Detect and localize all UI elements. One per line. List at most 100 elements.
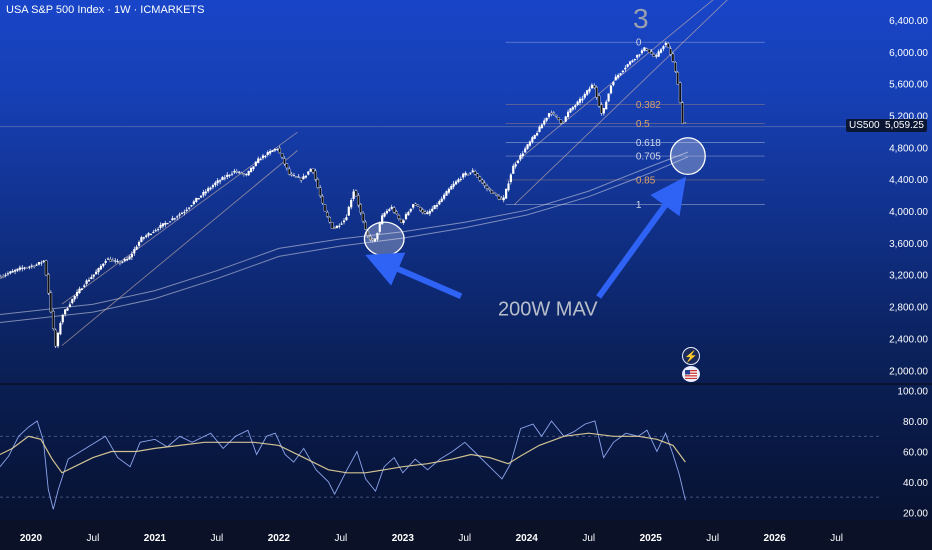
trend-channel-line bbox=[61, 150, 298, 346]
price-tick-label: 2,000.00 bbox=[889, 366, 928, 377]
candle-body bbox=[192, 201, 195, 205]
candle-body bbox=[607, 93, 610, 102]
candle-body bbox=[447, 188, 451, 193]
candle-body bbox=[443, 194, 446, 199]
candle-body bbox=[354, 190, 358, 197]
time-tick-label: Jul bbox=[706, 533, 719, 544]
candle-body bbox=[233, 170, 236, 173]
candle-body bbox=[666, 43, 670, 48]
candle-body bbox=[14, 270, 17, 272]
candle-body bbox=[392, 207, 396, 213]
candle-body bbox=[25, 267, 29, 269]
candle-body bbox=[140, 237, 143, 242]
time-axis-background bbox=[0, 520, 932, 550]
candle-body bbox=[73, 295, 76, 300]
candle-body bbox=[469, 172, 472, 174]
candle-body bbox=[333, 227, 336, 229]
candle-body bbox=[64, 309, 67, 315]
candle-body bbox=[545, 117, 548, 121]
candle-body bbox=[9, 271, 12, 274]
candle-body bbox=[197, 198, 200, 200]
fib-label: 0.5 bbox=[636, 119, 650, 130]
oscillator-line bbox=[0, 420, 686, 510]
candle-body bbox=[631, 60, 634, 63]
candle-body bbox=[428, 210, 431, 214]
us-flag-icon[interactable] bbox=[682, 366, 700, 382]
fib-label: 1 bbox=[636, 200, 642, 211]
fib-label: 0 bbox=[636, 38, 642, 49]
candle-body bbox=[524, 148, 527, 153]
candle-body bbox=[459, 178, 462, 180]
candle-body bbox=[40, 262, 43, 264]
candle-body bbox=[647, 48, 651, 53]
candle-body bbox=[571, 107, 574, 110]
candle-body bbox=[473, 171, 477, 175]
candle-body bbox=[285, 163, 289, 169]
candle-body bbox=[123, 259, 126, 262]
candle-body bbox=[330, 222, 334, 229]
candle-body bbox=[95, 271, 98, 275]
candle-body bbox=[531, 137, 534, 143]
time-tick-label: Jul bbox=[87, 533, 100, 544]
candle-body bbox=[271, 150, 274, 152]
price-tick-label: 5,200.00 bbox=[889, 111, 928, 122]
candle-body bbox=[71, 298, 74, 304]
candle-body bbox=[61, 314, 64, 323]
candle-body bbox=[307, 171, 310, 175]
price-tick-label: 6,400.00 bbox=[889, 16, 928, 27]
candle-body bbox=[650, 51, 653, 55]
candle-body bbox=[280, 153, 284, 158]
candle-body bbox=[388, 209, 391, 212]
candle-body bbox=[185, 209, 188, 212]
candle-body bbox=[59, 323, 62, 335]
candle-body bbox=[4, 274, 7, 276]
candle-body bbox=[612, 81, 615, 86]
candle-body bbox=[104, 260, 107, 263]
candle-body bbox=[187, 207, 191, 209]
candle-body bbox=[454, 181, 458, 185]
candle-body bbox=[566, 111, 570, 117]
candle-body bbox=[157, 229, 160, 231]
candle-body bbox=[352, 191, 355, 200]
candle-body bbox=[278, 147, 281, 154]
candle-body bbox=[516, 160, 520, 163]
oscillator-tick-label: 100.00 bbox=[897, 387, 928, 398]
candle-body bbox=[164, 222, 167, 225]
candle-body bbox=[533, 134, 536, 139]
candle-body bbox=[373, 238, 377, 242]
candle-body bbox=[421, 209, 424, 213]
candle-body bbox=[590, 84, 594, 89]
candle-body bbox=[485, 185, 489, 189]
lightning-icon[interactable]: ⚡ bbox=[682, 347, 700, 365]
candle-body bbox=[209, 187, 212, 190]
candle-body bbox=[390, 206, 393, 209]
candle-body bbox=[552, 112, 556, 115]
oscillator-tick-label: 80.00 bbox=[903, 417, 928, 428]
candle-body bbox=[47, 274, 50, 294]
candle-body bbox=[581, 98, 584, 101]
candle-body bbox=[135, 246, 138, 250]
candle-body bbox=[397, 215, 401, 220]
candle-body bbox=[526, 144, 529, 149]
candle-body bbox=[202, 191, 205, 196]
candle-body bbox=[359, 204, 363, 213]
candle-body bbox=[361, 213, 365, 222]
candle-body bbox=[214, 182, 217, 186]
candle-body bbox=[483, 182, 486, 186]
candle-body bbox=[633, 59, 636, 61]
candle-body bbox=[51, 310, 55, 329]
candle-body bbox=[554, 114, 558, 117]
time-tick-label: Jul bbox=[582, 533, 595, 544]
candle-body bbox=[402, 220, 405, 223]
fib-label: 0.382 bbox=[636, 100, 661, 111]
time-tick-label: Jul bbox=[830, 533, 843, 544]
candle-body bbox=[614, 76, 617, 81]
oscillator-tick-label: 60.00 bbox=[903, 447, 928, 458]
candle-body bbox=[423, 211, 427, 214]
candle-body bbox=[576, 101, 579, 106]
candle-body bbox=[273, 148, 277, 151]
price-tick-label: 3,600.00 bbox=[889, 239, 928, 250]
candle-body bbox=[252, 166, 255, 170]
